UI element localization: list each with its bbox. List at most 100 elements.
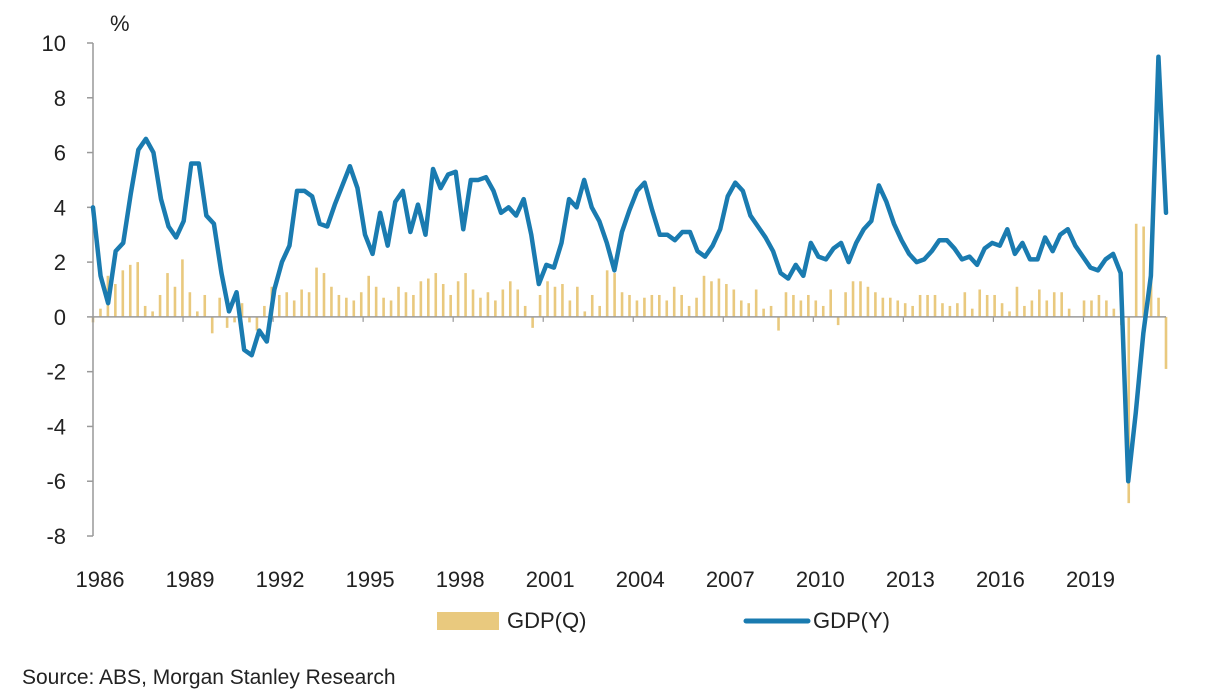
gdp-q-bar xyxy=(315,267,318,317)
gdp-q-bar xyxy=(985,294,989,317)
y-tick-label: -6 xyxy=(46,469,66,494)
gdp-q-bar xyxy=(1127,316,1131,504)
gdp-q-bar xyxy=(151,311,154,317)
gdp-q-bar xyxy=(881,297,885,317)
gdp-q-bar xyxy=(1157,297,1160,317)
gdp-q-bar xyxy=(1112,308,1116,317)
gdp-q-bar xyxy=(799,300,803,317)
gdp-q-bars xyxy=(91,223,1168,504)
source-note: Source: ABS, Morgan Stanley Research xyxy=(22,666,396,689)
gdp-q-bar xyxy=(553,286,557,317)
gdp-q-bar xyxy=(225,316,229,328)
gdp-q-bar xyxy=(441,284,445,317)
gdp-q-bar xyxy=(136,262,140,317)
gdp-q-bar xyxy=(277,294,281,317)
gdp-q-bar xyxy=(628,294,631,317)
gdp-q-bar xyxy=(1067,308,1071,317)
gdp-q-bar xyxy=(710,281,713,317)
gdp-q-bar xyxy=(732,289,736,317)
gdp-q-bar xyxy=(330,286,333,317)
gdp-q-bar xyxy=(367,275,370,317)
gdp-q-bar xyxy=(449,294,452,317)
y-tick-label: -4 xyxy=(46,414,66,439)
legend-label-gdp-q: GDP(Q) xyxy=(507,608,586,633)
gdp-q-bar xyxy=(583,311,587,317)
gdp-q-bar xyxy=(859,281,862,317)
y-tick-label: 10 xyxy=(42,31,66,56)
gdp-q-bar xyxy=(851,281,855,317)
gdp-q-bar xyxy=(352,300,356,317)
gdp-q-bar xyxy=(1082,300,1086,317)
gdp-q-bar xyxy=(747,303,751,317)
gdp-q-bar xyxy=(121,270,125,317)
y-tick-label: -8 xyxy=(46,524,66,549)
gdp-q-bar xyxy=(404,292,408,317)
gdp-q-bar xyxy=(1045,300,1049,317)
x-tick-label: 1989 xyxy=(166,567,215,592)
gdp-q-bar xyxy=(829,289,832,317)
gdp-q-bar xyxy=(561,284,564,317)
gdp-q-bar xyxy=(434,273,438,317)
gdp-q-bar xyxy=(1164,316,1168,369)
x-tick-label: 2007 xyxy=(706,567,755,592)
gdp-q-bar xyxy=(181,259,184,317)
gdp-q-bar xyxy=(158,294,162,317)
gdp-q-bar xyxy=(836,316,840,326)
gdp-q-bar xyxy=(382,297,385,317)
gdp-q-bar xyxy=(889,297,892,317)
gdp-q-bar xyxy=(166,273,169,317)
y-unit-label: % xyxy=(110,11,130,36)
gdp-q-bar xyxy=(896,300,900,317)
gdp-q-bar xyxy=(412,294,415,317)
x-tick-label: 1992 xyxy=(256,567,305,592)
gdp-q-bar xyxy=(397,286,400,317)
gdp-q-bar xyxy=(196,311,199,317)
gdp-q-bar xyxy=(576,286,579,317)
gdp-q-bar xyxy=(114,284,117,317)
gdp-q-bar xyxy=(143,305,147,317)
gdp-q-bar xyxy=(494,300,497,317)
gdp-q-bar xyxy=(568,300,572,317)
gdp-q-bar xyxy=(263,305,266,317)
gdp-q-bar xyxy=(784,292,788,317)
gdp-q-bar xyxy=(1097,294,1101,317)
gdp-q-bar xyxy=(1008,311,1011,317)
gdp-q-bar xyxy=(665,300,669,317)
gdp-q-bar xyxy=(970,308,974,317)
gdp-q-bar xyxy=(978,289,982,317)
gdp-q-bar xyxy=(1134,223,1138,317)
gdp-q-bar xyxy=(918,294,922,317)
gdp-q-bar xyxy=(471,289,475,317)
gdp-q-bar xyxy=(821,305,825,317)
gdp-q-bar xyxy=(687,305,691,317)
y-tick-label: 2 xyxy=(54,250,66,275)
gdp-q-bar xyxy=(337,294,341,317)
gdp-y-line-group xyxy=(90,54,1169,484)
gdp-q-bar xyxy=(620,292,624,317)
gdp-q-bar xyxy=(605,270,609,317)
gdp-q-bar xyxy=(188,292,192,317)
gdp-q-bar xyxy=(359,292,363,317)
x-tick-label: 2001 xyxy=(526,567,575,592)
gdp-q-bar xyxy=(1038,289,1041,317)
gdp-q-bar xyxy=(210,316,214,334)
gdp-q-bar xyxy=(1023,305,1026,317)
gdp-q-bar xyxy=(866,286,870,317)
gdp-q-bar xyxy=(933,294,937,317)
y-tick-label: 4 xyxy=(54,195,66,220)
gdp-q-bar xyxy=(419,281,423,317)
x-tick-label: 2004 xyxy=(616,567,665,592)
x-tick-label: 2010 xyxy=(796,567,845,592)
gdp-q-bar xyxy=(1149,267,1153,317)
gdp-q-bar xyxy=(203,294,207,317)
gdp-q-bar xyxy=(680,294,683,317)
gdp-q-bar xyxy=(538,294,542,317)
gdp-q-bar xyxy=(926,294,929,317)
gdp-q-bar xyxy=(456,281,460,317)
gdp-q-bar xyxy=(546,281,549,317)
gdp-q-bar xyxy=(874,292,877,317)
gdp-q-bar xyxy=(374,286,378,317)
gdp-q-bar xyxy=(285,292,289,317)
gdp-q-bar xyxy=(1052,292,1056,317)
